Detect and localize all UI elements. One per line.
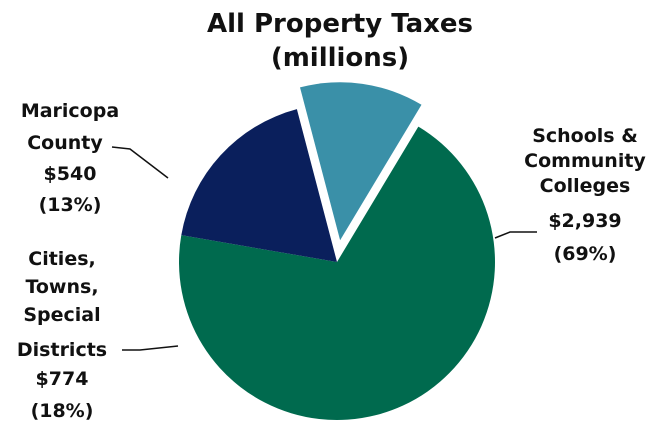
chart-title: All Property Taxes bbox=[207, 9, 473, 39]
pie-slice-maricopa-county bbox=[299, 82, 422, 241]
label-schools-percent: (69%) bbox=[554, 243, 617, 265]
label-cities-line-2: Towns, bbox=[25, 276, 98, 298]
pie-slices bbox=[178, 82, 495, 421]
label-maricopa-percent: (13%) bbox=[39, 194, 102, 216]
label-cities-value: $774 bbox=[36, 368, 89, 390]
label-schools-line-2: Community bbox=[524, 150, 646, 172]
label-cities-line-1: Cities, bbox=[28, 248, 95, 270]
label-cities-percent: (18%) bbox=[31, 400, 94, 422]
label-maricopa: Maricopa County $540 (13%) bbox=[21, 100, 169, 216]
leader-line-schools bbox=[494, 231, 537, 239]
label-schools-value: $2,939 bbox=[548, 210, 621, 232]
label-schools: Schools & Community Colleges $2,939 (69%… bbox=[494, 125, 646, 265]
label-cities: Cities, Towns, Special Districts $774 (1… bbox=[17, 248, 179, 422]
label-cities-line-4: Districts bbox=[17, 339, 107, 361]
leader-line-cities bbox=[122, 345, 179, 351]
leader-line-maricopa bbox=[111, 146, 169, 179]
label-maricopa-line-1: Maricopa bbox=[21, 100, 119, 122]
chart-subtitle: (millions) bbox=[271, 43, 409, 73]
pie-slice-schools-community-colleges bbox=[178, 126, 495, 421]
pie-slice-cities-towns-special-districts bbox=[181, 109, 337, 262]
label-maricopa-value: $540 bbox=[44, 163, 97, 185]
label-maricopa-line-2: County bbox=[27, 132, 103, 154]
label-schools-line-3: Colleges bbox=[540, 175, 631, 197]
label-cities-line-3: Special bbox=[23, 304, 100, 326]
label-schools-line-1: Schools & bbox=[532, 125, 638, 147]
